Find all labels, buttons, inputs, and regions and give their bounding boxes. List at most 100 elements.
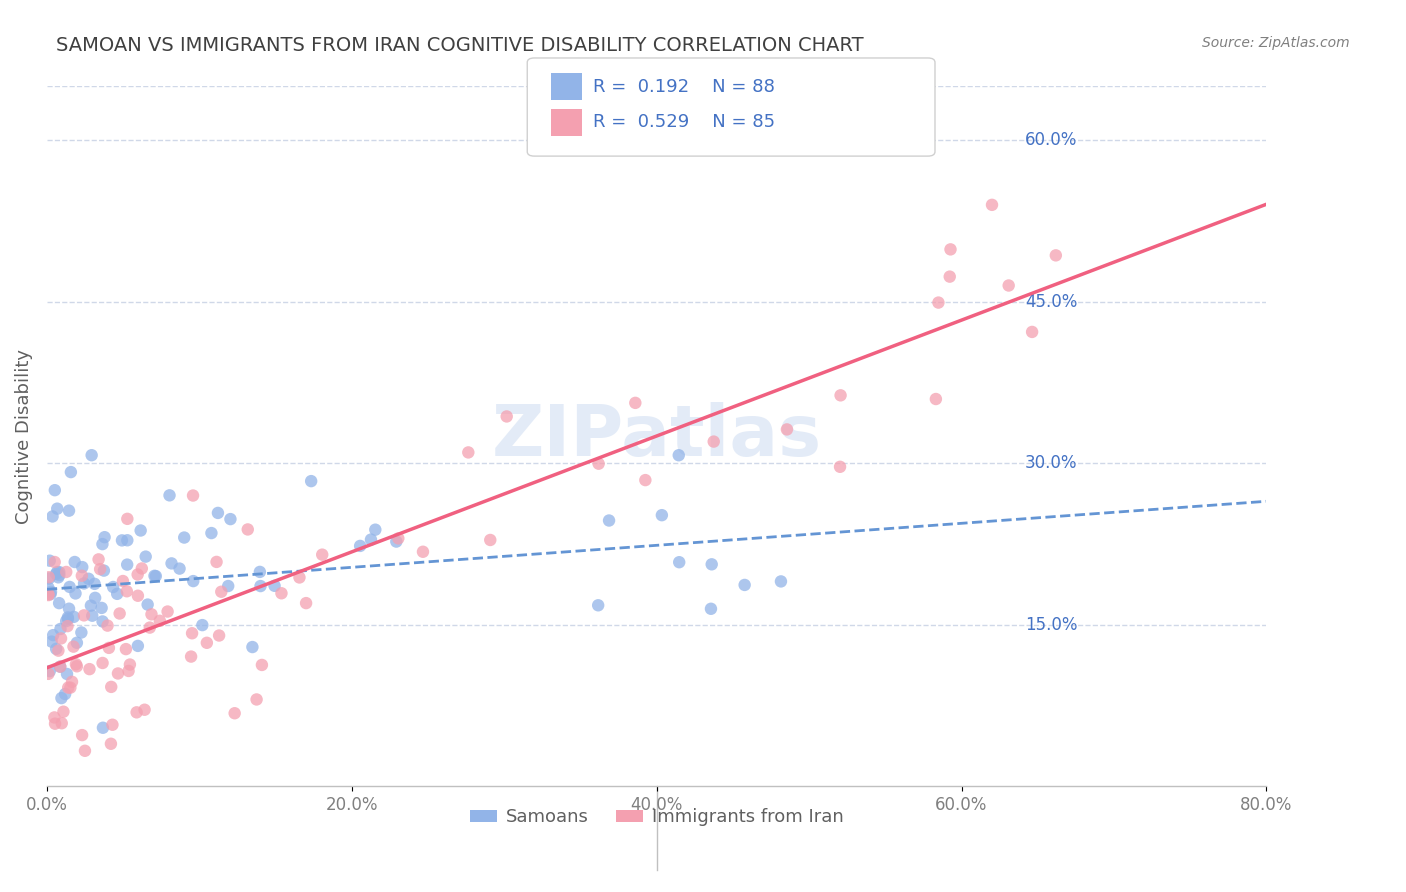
Point (56, 619, 79, 633)
Y-axis label: Cognitive Disability: Cognitive Disability (15, 349, 32, 524)
Point (181, 489, 204, 503)
Point (49, 632, 72, 646)
Point (87, 552, 110, 566)
Point (73, 576, 96, 591)
Point (129, 524, 152, 538)
Point (997, 278, 1019, 293)
Point (191, 618, 214, 632)
Point (115, 558, 138, 572)
Point (108, 607, 131, 621)
Point (37, 666, 59, 681)
Point (70, 625, 93, 640)
Point (131, 561, 153, 575)
Point (387, 532, 409, 546)
Text: R =  0.529    N = 85: R = 0.529 N = 85 (593, 113, 776, 131)
Point (70, 568, 93, 582)
Point (981, 198, 1004, 212)
Text: 15.0%: 15.0% (1025, 615, 1077, 634)
Point (58, 601, 80, 615)
Point (51, 691, 73, 706)
Point (700, 601, 723, 615)
Point (299, 474, 322, 488)
Point (118, 657, 141, 672)
Point (37, 588, 59, 602)
Point (169, 561, 191, 575)
Point (1021, 325, 1043, 339)
Point (48, 565, 70, 579)
Point (80, 599, 103, 613)
Point (249, 579, 271, 593)
Point (598, 514, 620, 528)
Point (586, 599, 609, 613)
Point (39, 587, 62, 601)
Point (38, 572, 60, 586)
Point (44, 483, 66, 498)
Point (703, 434, 725, 449)
Point (115, 584, 138, 599)
Point (160, 557, 183, 571)
Point (205, 555, 228, 569)
Point (207, 506, 229, 520)
Point (195, 636, 218, 650)
Point (173, 531, 195, 545)
Point (41, 509, 63, 524)
Point (80, 448, 103, 462)
Point (217, 579, 239, 593)
Point (288, 570, 311, 584)
Point (100, 680, 122, 694)
Point (224, 706, 246, 721)
Point (84, 591, 107, 605)
Point (249, 565, 271, 579)
Point (927, 295, 949, 310)
Point (52, 705, 75, 719)
Point (44, 555, 66, 569)
Point (42, 628, 65, 642)
Point (53, 687, 76, 701)
Point (39, 585, 62, 599)
Point (101, 717, 124, 731)
Point (38, 570, 60, 584)
Point (65, 657, 87, 672)
Point (37, 587, 59, 601)
Point (46, 570, 69, 584)
Point (89, 562, 111, 576)
Point (46, 501, 69, 516)
Point (828, 459, 851, 474)
Point (139, 621, 162, 635)
Text: SAMOAN VS IMMIGRANTS FROM IRAN COGNITIVE DISABILITY CORRELATION CHART: SAMOAN VS IMMIGRANTS FROM IRAN COGNITIVE… (56, 36, 863, 54)
Point (79, 662, 101, 676)
Point (938, 269, 960, 284)
Point (77, 572, 100, 586)
Point (364, 523, 387, 537)
Point (734, 578, 756, 592)
Point (145, 569, 167, 583)
Point (181, 626, 204, 640)
Point (82, 608, 104, 623)
Point (56, 612, 79, 626)
Point (159, 488, 181, 502)
Point (200, 526, 222, 541)
Text: 60.0%: 60.0% (1025, 131, 1077, 149)
Point (776, 422, 799, 436)
Point (44, 710, 66, 724)
Point (49, 659, 72, 673)
Point (46, 565, 69, 579)
Point (62, 640, 84, 654)
Point (236, 523, 259, 537)
Point (45, 641, 67, 656)
Point (634, 473, 657, 487)
Point (55, 565, 77, 579)
Point (127, 567, 149, 582)
Point (59, 580, 82, 594)
Text: Source: ZipAtlas.com: Source: ZipAtlas.com (1202, 36, 1350, 50)
Point (96, 618, 118, 632)
Point (700, 558, 723, 572)
Point (588, 457, 610, 471)
Point (495, 409, 517, 424)
Point (63, 555, 86, 569)
Point (66, 659, 89, 673)
Point (925, 392, 948, 406)
Point (56, 667, 79, 681)
Point (127, 589, 149, 603)
Point (412, 545, 434, 559)
